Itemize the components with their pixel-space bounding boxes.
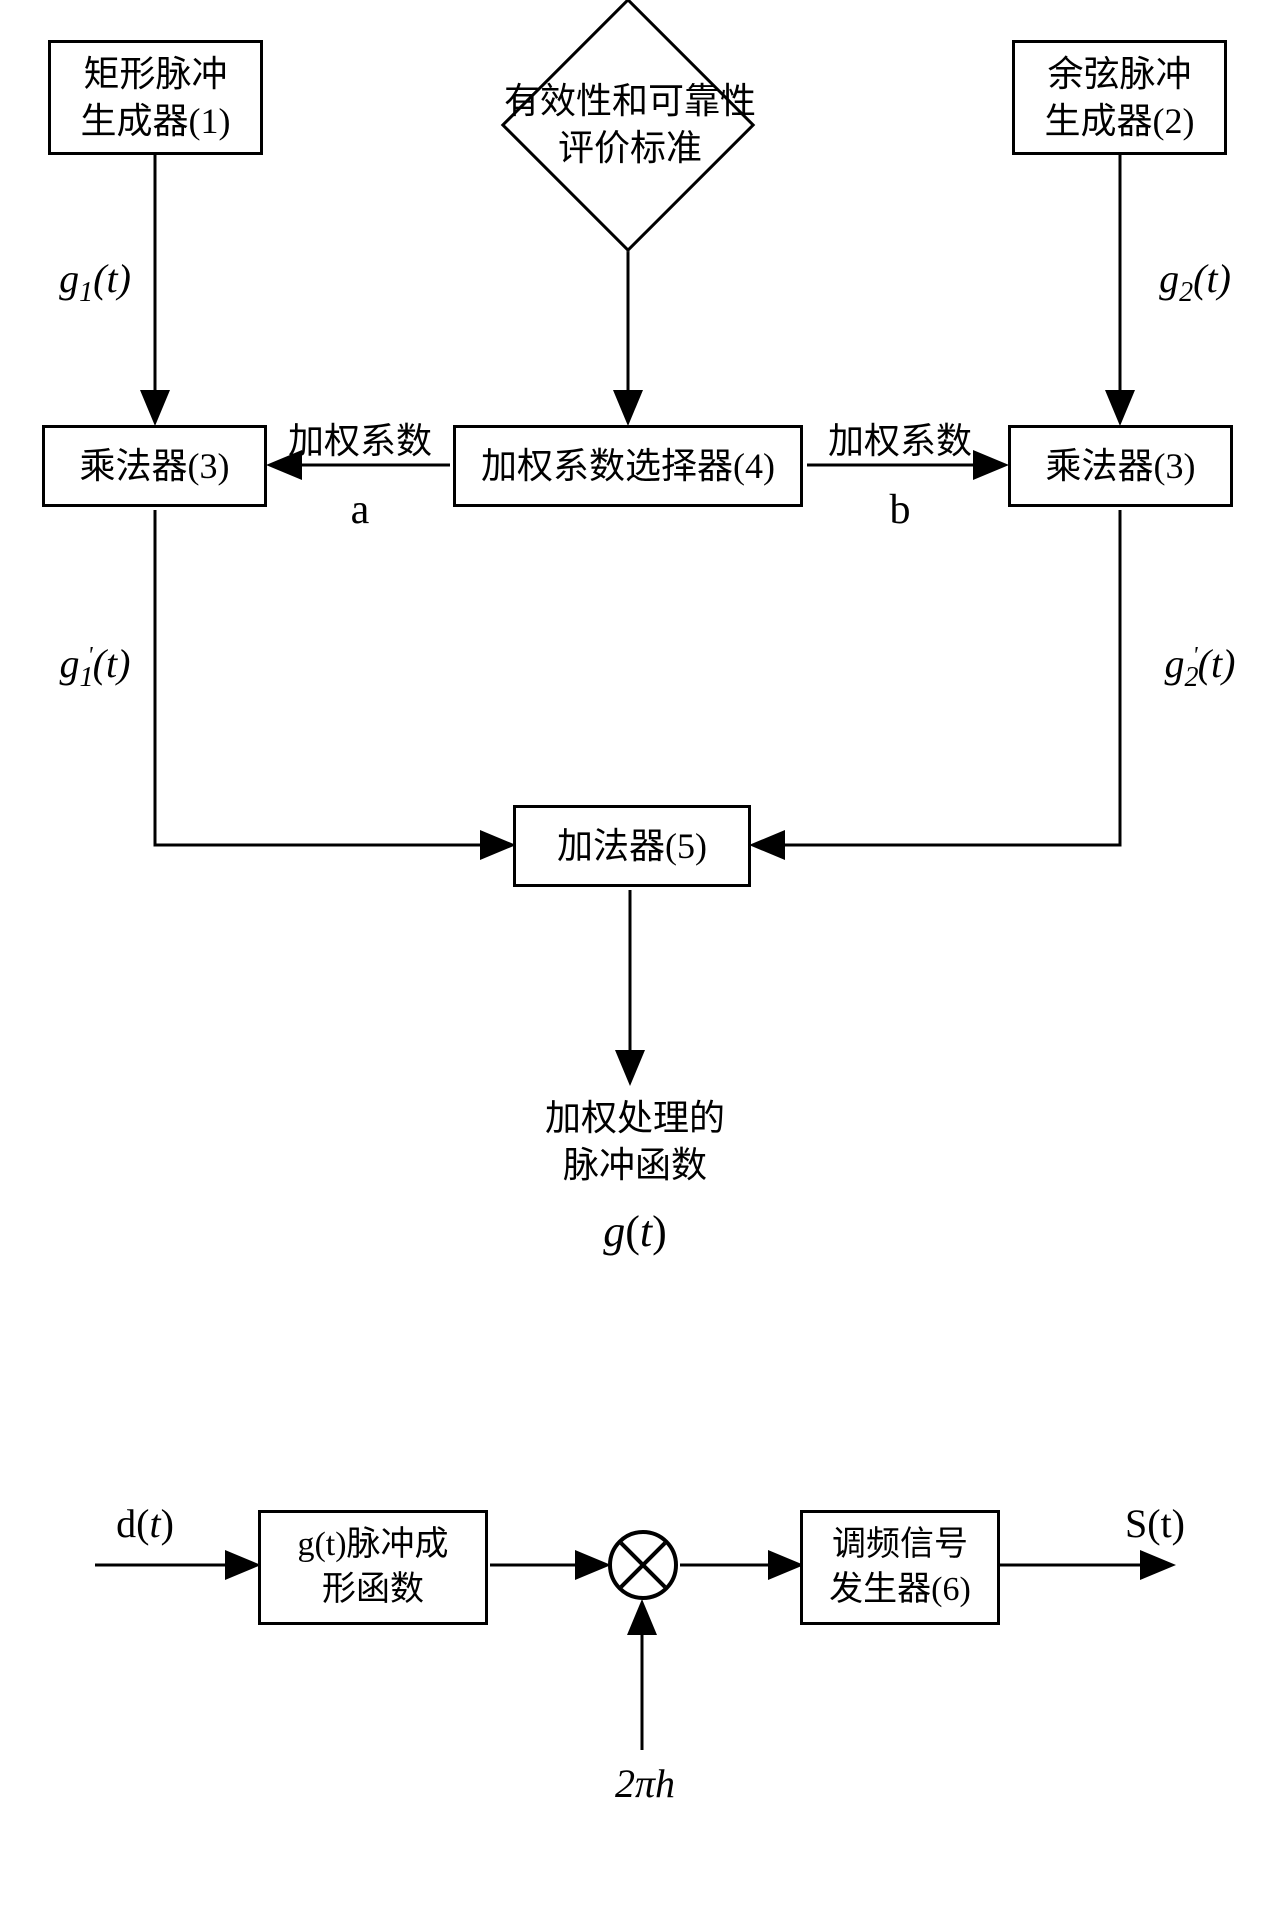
weighted-pulse-label: 加权处理的 脉冲函数 g(t) [520, 1095, 750, 1260]
weight-selector-node: 加权系数选择器(4) [453, 425, 803, 507]
g1t-prime-label: g1'(t) [30, 640, 160, 694]
weight-select-label: 加权系数选择器(4) [481, 443, 775, 490]
st-label: S(t) [1100, 1500, 1210, 1547]
weight-a-line2: a [280, 483, 440, 538]
mult-right-label: 乘法器(3) [1046, 443, 1196, 490]
weight-a-line1: 加权系数 [280, 418, 440, 465]
mult-left-label: 乘法器(3) [80, 443, 230, 490]
criteria-diamond-text: 有效性和可靠性评价标准 [480, 60, 780, 190]
weight-coef-a-label: 加权系数 a [280, 418, 440, 537]
gt-pulse-shape-label: g(t)脉冲成形函数 [297, 1523, 448, 1611]
multiplier-left-node: 乘法器(3) [42, 425, 267, 507]
criteria-label: 有效性和可靠性评价标准 [504, 78, 756, 172]
flowchart-arrows [0, 0, 1269, 1910]
adder-label: 加法器(5) [557, 823, 707, 870]
mixer-icon [608, 1530, 678, 1600]
multiplier-right-node: 乘法器(3) [1008, 425, 1233, 507]
weight-b-line2: b [820, 483, 980, 538]
wp-line1: 加权处理的 [520, 1095, 750, 1142]
g2t-label: g2(t) [1130, 255, 1260, 309]
gt-pulse-shape-node: g(t)脉冲成形函数 [258, 1510, 488, 1625]
g2t-prime-label: g2'(t) [1130, 640, 1269, 694]
g1t-label: g1(t) [35, 255, 155, 309]
fm-signal-gen-label: 调频信号发生器(6) [829, 1523, 971, 1611]
wp-line2: 脉冲函数 [520, 1142, 750, 1189]
dt-label: d(t) [95, 1500, 195, 1547]
weight-b-line1: 加权系数 [820, 418, 980, 465]
fm-signal-gen-node: 调频信号发生器(6) [800, 1510, 1000, 1625]
two-pi-h-label: 2πh [590, 1760, 700, 1807]
adder-node: 加法器(5) [513, 805, 751, 887]
cos-pulse-generator-node: 余弦脉冲生成器(2) [1012, 40, 1227, 155]
cos-pulse-gen-label: 余弦脉冲生成器(2) [1045, 51, 1195, 145]
weight-coef-b-label: 加权系数 b [820, 418, 980, 537]
rect-pulse-gen-label: 矩形脉冲生成器(1) [81, 51, 231, 145]
rect-pulse-generator-node: 矩形脉冲生成器(1) [48, 40, 263, 155]
